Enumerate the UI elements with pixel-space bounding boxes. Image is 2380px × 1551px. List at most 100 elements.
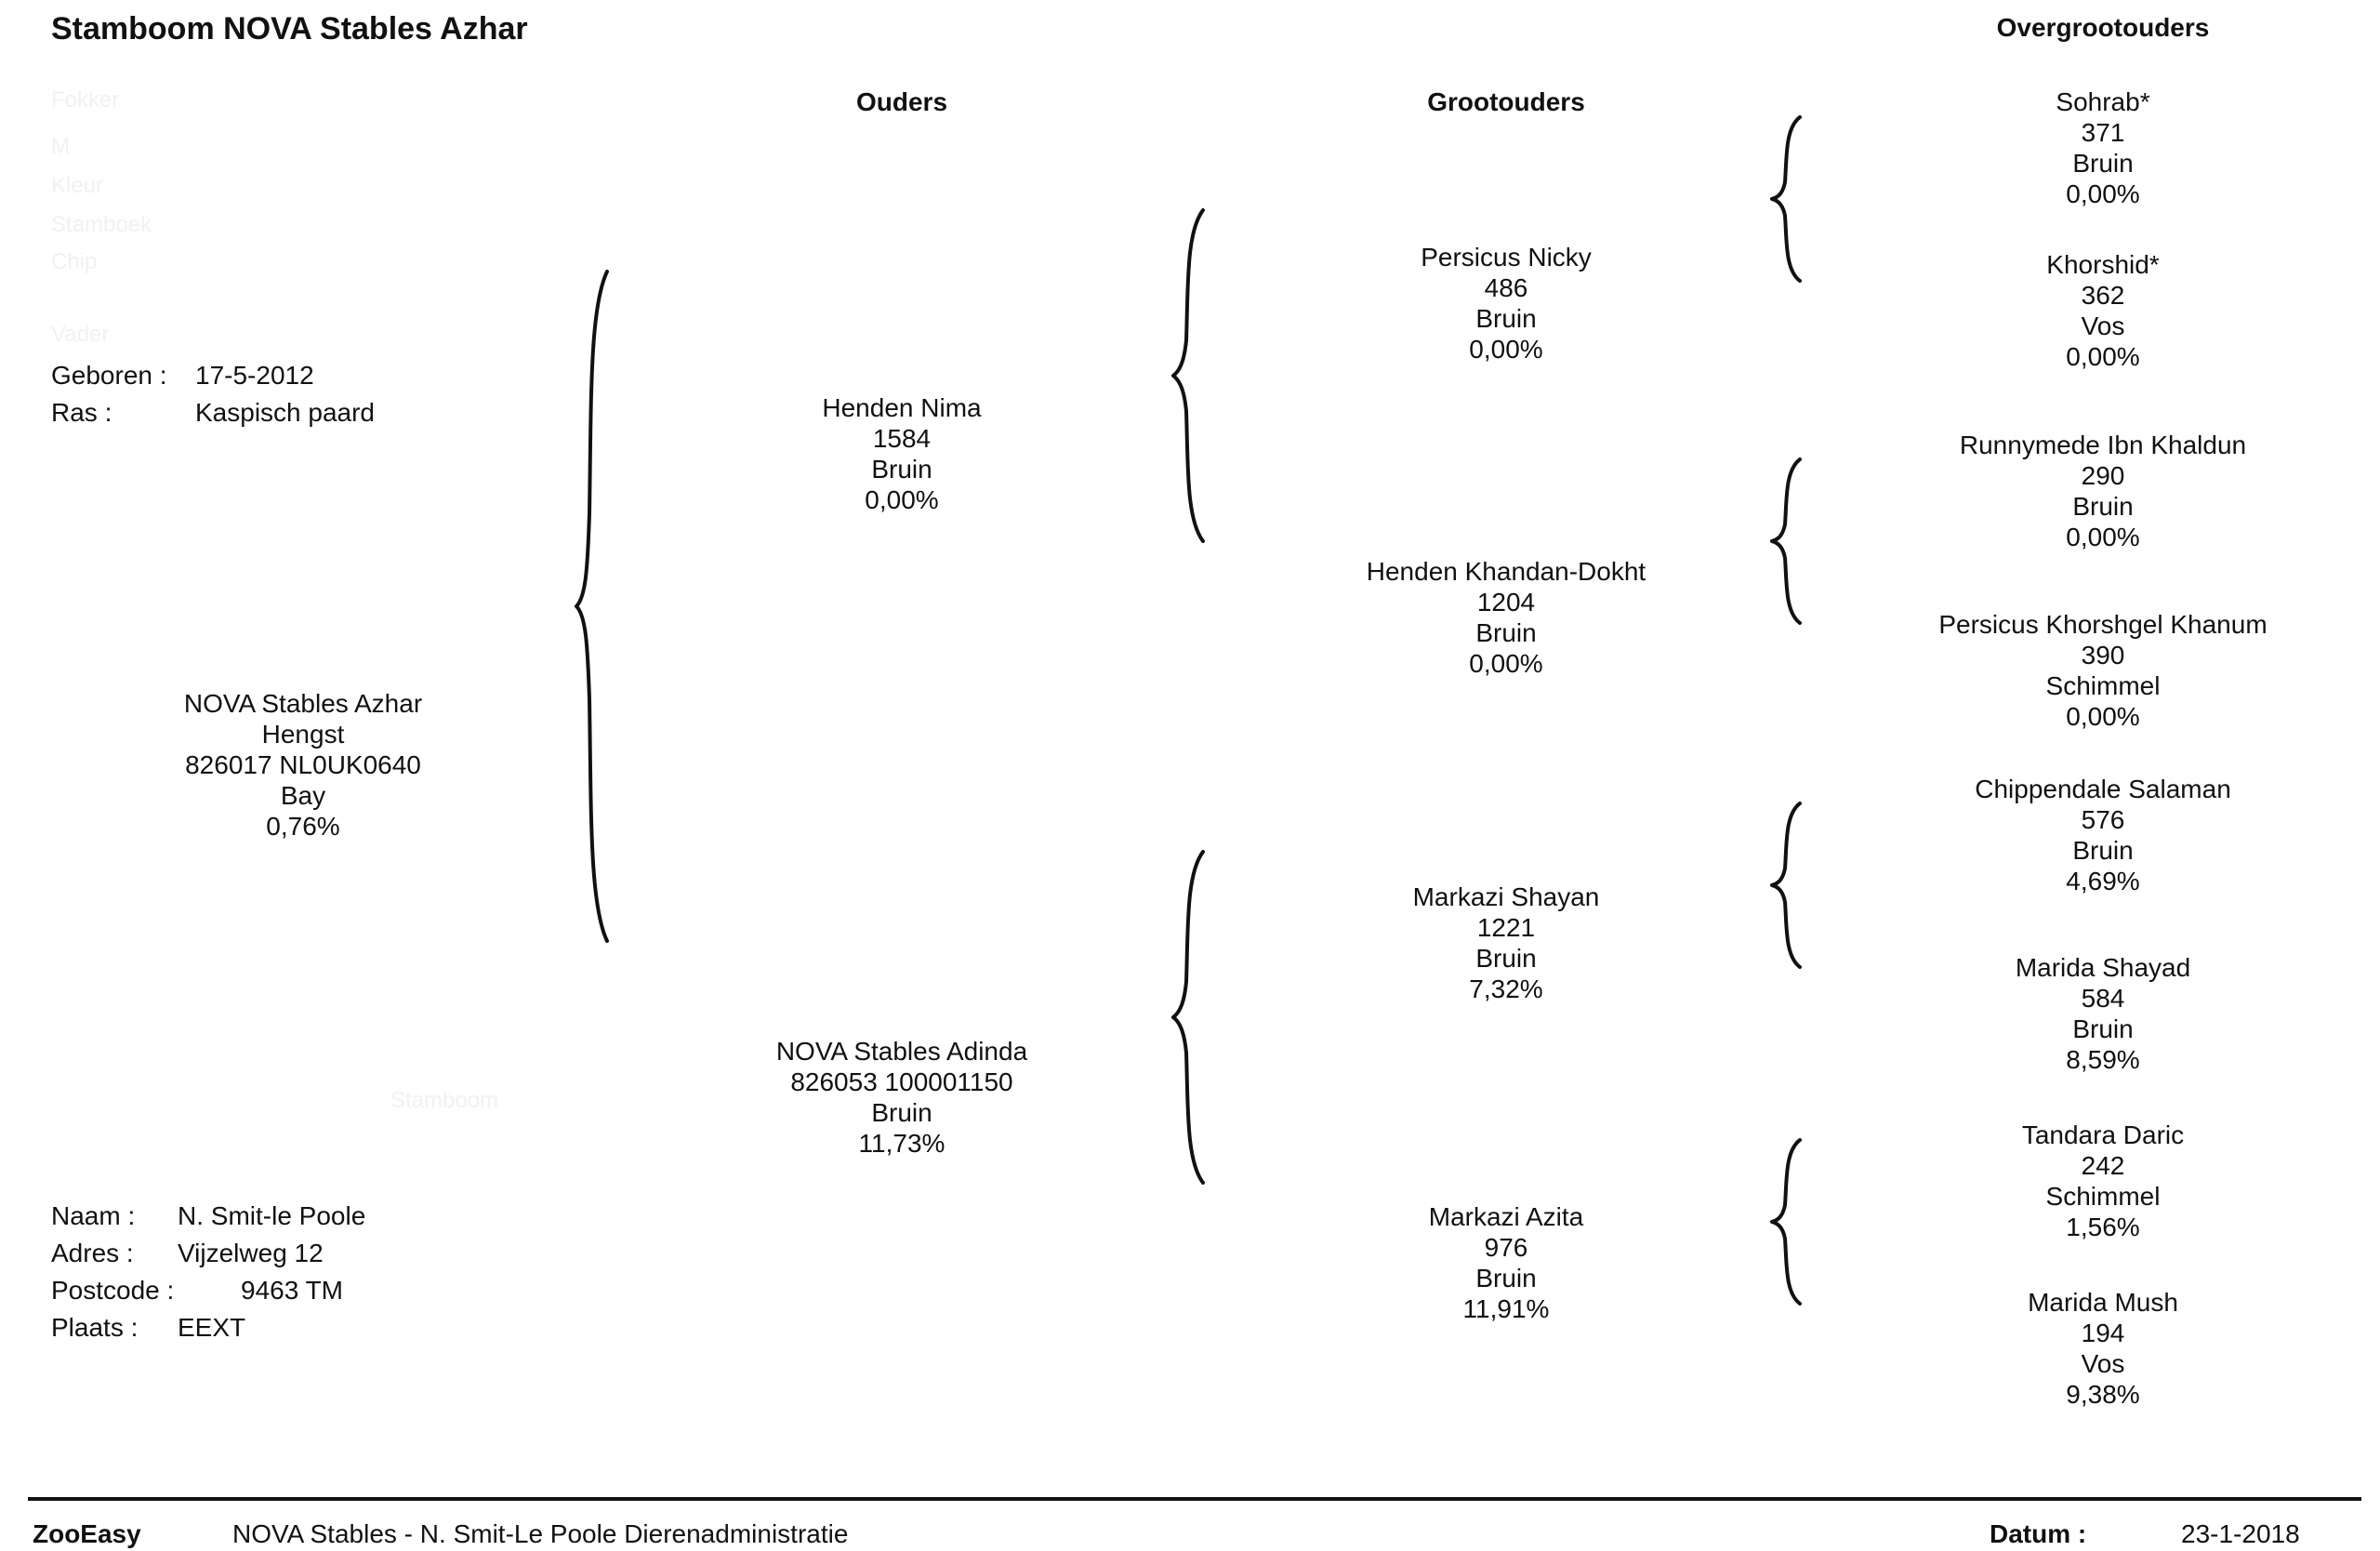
animal-number: 194: [2081, 1319, 2125, 1347]
grandparent: Markazi Azita 976 Bruin 11,91%: [1264, 1201, 1748, 1324]
animal-number: 362: [2081, 281, 2125, 310]
owner-place-label: Plaats :: [51, 1313, 139, 1342]
faded-label: Stamboek: [51, 212, 152, 237]
brace-gp2: [1770, 457, 1802, 625]
animal-number: 486: [1484, 273, 1528, 302]
great-grandparent: Runnymede Ibn Khaldun 290 Bruin 0,00%: [1861, 430, 2345, 552]
animal-name: Persicus Nicky: [1421, 243, 1592, 272]
animal-name: Khorshid*: [2046, 250, 2160, 279]
animal-percentage: 0,00%: [2066, 523, 2140, 551]
faded-label: Fokker: [51, 87, 120, 113]
animal-percentage: 8,59%: [2066, 1045, 2140, 1074]
footer-date-label: Datum :: [1990, 1519, 2087, 1548]
animal-color: Schimmel: [2045, 671, 2161, 700]
animal-number: 976: [1484, 1233, 1528, 1262]
animal-name: NOVA Stables Adinda: [775, 1037, 1028, 1066]
faded-label: Vader: [51, 322, 110, 347]
owner-postcode-label: Postcode :: [51, 1276, 175, 1305]
brace-gp4: [1770, 1138, 1802, 1306]
animal-number: 242: [2081, 1151, 2125, 1180]
great-grandparent: Khorshid* 362 Vos 0,00%: [1861, 249, 2345, 372]
animal-color: Bruin: [2072, 1014, 2134, 1043]
brace-subject: [575, 270, 609, 943]
footer-divider: [28, 1497, 2361, 1501]
animal-number: 576: [2081, 805, 2125, 834]
footer-organization: NOVA Stables - N. Smit-Le Poole Dierenad…: [232, 1519, 849, 1548]
animal-color: Bruin: [1475, 944, 1537, 973]
great-grandparent: Tandara Daric 242 Schimmel 1,56%: [1861, 1120, 2345, 1242]
animal-number: 290: [2081, 461, 2125, 490]
animal-name: NOVA Stables Azhar: [183, 689, 423, 718]
animal-percentage: 0,00%: [2066, 342, 2140, 371]
animal-number: 1204: [1476, 588, 1536, 616]
faded-label: Stamboom: [390, 1088, 499, 1113]
animal-color: Bruin: [2072, 149, 2134, 178]
animal-percentage: 0,00%: [2066, 702, 2140, 731]
grandparent: Henden Khandan-Dokht 1204 Bruin 0,00%: [1264, 556, 1748, 679]
owner-name-value: N. Smit-le Poole: [178, 1201, 366, 1230]
animal-color: Bruin: [871, 1098, 932, 1127]
breed-value: Kaspisch paard: [195, 398, 376, 427]
great-grandparent: Marida Mush 194 Vos 9,38%: [1861, 1287, 2345, 1410]
animal-percentage: 7,32%: [1469, 974, 1543, 1003]
parent-dam: NOVA Stables Adinda 826053 100001150 Bru…: [660, 1036, 1144, 1159]
animal-color: Schimmel: [2045, 1182, 2161, 1211]
page-title: Stamboom NOVA Stables Azhar: [51, 11, 528, 46]
animal-color: Bruin: [1475, 1264, 1537, 1292]
animal-name: Henden Nima: [822, 393, 982, 422]
owner-name-label: Naam :: [51, 1201, 136, 1230]
animal-number: 1221: [1476, 913, 1536, 942]
parents-header: Ouders: [855, 87, 948, 116]
animal-name: Tandara Daric: [2021, 1120, 2185, 1149]
animal-number: 826053 100001150: [790, 1067, 1013, 1096]
breed-label: Ras :: [51, 398, 112, 427]
faded-label: Chip: [51, 249, 98, 274]
grandparent: Markazi Shayan 1221 Bruin 7,32%: [1264, 882, 1748, 1004]
animal-name: Markazi Shayan: [1412, 882, 1600, 911]
animal-percentage: 0,00%: [1469, 335, 1543, 364]
animal-details: Geboren : 17-5-2012 Ras : Kaspisch paard: [51, 357, 442, 431]
animal-ids: 826017 NL0UK0640: [185, 750, 421, 779]
animal-number: 1584: [872, 424, 932, 453]
animal-color: Bruin: [2072, 492, 2134, 521]
animal-name: Markazi Azita: [1428, 1202, 1584, 1231]
footer-brand: ZooEasy: [33, 1519, 141, 1548]
grandparent: Persicus Nicky 486 Bruin 0,00%: [1264, 242, 1748, 365]
faded-label: M: [51, 134, 70, 159]
animal-color: Bruin: [1475, 304, 1537, 333]
animal-color: Bay: [280, 781, 326, 810]
animal-number: 371: [2081, 118, 2125, 147]
great-grandparent: Persicus Khorshgel Khanum 390 Schimmel 0…: [1861, 609, 2345, 732]
born-value: 17-5-2012: [195, 361, 314, 390]
animal-percentage: 0,00%: [865, 485, 939, 514]
owner-address-value: Vijzelweg 12: [178, 1239, 324, 1267]
animal-percentage: 0,76%: [266, 812, 340, 841]
subject-animal: NOVA Stables Azhar Hengst 826017 NL0UK06…: [61, 688, 545, 842]
great-grandparent: Marida Shayad 584 Bruin 8,59%: [1861, 952, 2345, 1075]
born-label: Geboren :: [51, 361, 167, 390]
animal-color: Vos: [2081, 312, 2125, 340]
brace-gp3: [1770, 802, 1802, 969]
animal-number: 584: [2081, 984, 2125, 1013]
animal-color: Bruin: [871, 455, 932, 484]
animal-percentage: 1,56%: [2066, 1213, 2140, 1241]
brace-sire: [1171, 208, 1205, 543]
animal-percentage: 11,91%: [1462, 1294, 1550, 1323]
parent-sire: Henden Nima 1584 Bruin 0,00%: [660, 392, 1144, 515]
animal-sex: Hengst: [261, 720, 345, 749]
animal-name: Marida Shayad: [2015, 953, 2191, 982]
brace-dam: [1171, 850, 1205, 1185]
animal-number: 390: [2081, 641, 2125, 669]
animal-name: Marida Mush: [2028, 1288, 2178, 1317]
animal-percentage: 11,73%: [858, 1129, 945, 1158]
grandparents-header: Grootouders: [1427, 87, 1585, 116]
owner-postcode-value: 9463 TM: [241, 1276, 343, 1305]
animal-name: Runnymede Ibn Khaldun: [1959, 431, 2247, 459]
animal-name: Henden Khandan-Dokht: [1366, 557, 1646, 586]
animal-name: Sohrab*: [2056, 87, 2150, 116]
animal-percentage: 0,00%: [2066, 179, 2140, 208]
great-grandparent: Chippendale Salaman 576 Bruin 4,69%: [1861, 774, 2345, 896]
animal-color: Bruin: [2072, 836, 2134, 865]
great-grandparents-header: Overgrootouders: [1996, 13, 2210, 42]
animal-percentage: 4,69%: [2066, 867, 2140, 895]
